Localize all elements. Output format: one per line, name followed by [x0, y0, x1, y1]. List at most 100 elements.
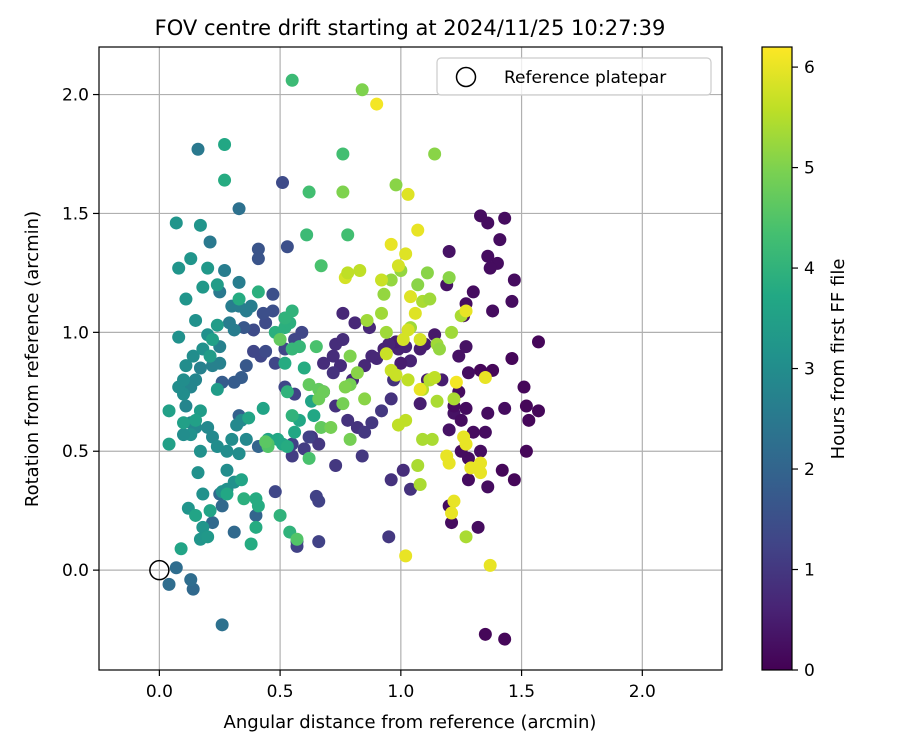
- data-point: [474, 456, 488, 470]
- data-point: [375, 273, 389, 287]
- data-point: [461, 473, 475, 487]
- legend-label: Reference platepar: [504, 68, 666, 88]
- data-point: [507, 273, 521, 287]
- data-point: [478, 371, 492, 385]
- data-point: [447, 392, 461, 406]
- colorbar-tick-label: 6: [804, 58, 815, 78]
- data-point: [300, 228, 314, 242]
- data-point: [360, 313, 374, 327]
- data-point: [251, 499, 265, 513]
- data-point: [401, 187, 415, 201]
- colorbar-label: Hours from first FF file: [828, 259, 849, 460]
- data-point: [474, 444, 488, 458]
- data-point: [341, 413, 355, 427]
- data-point: [375, 404, 389, 418]
- data-point: [498, 211, 512, 225]
- data-point: [203, 504, 217, 518]
- data-point: [179, 292, 193, 306]
- data-point: [384, 237, 398, 251]
- data-point: [481, 249, 495, 263]
- data-point: [239, 359, 253, 373]
- data-point: [413, 397, 427, 411]
- data-point: [404, 290, 417, 304]
- data-point: [193, 361, 207, 375]
- data-point: [162, 437, 176, 451]
- data-point: [247, 344, 261, 358]
- data-point: [445, 506, 459, 520]
- data-point: [423, 292, 437, 306]
- data-point: [483, 558, 497, 572]
- data-point: [396, 463, 410, 477]
- data-point: [454, 413, 468, 427]
- data-point: [445, 325, 459, 339]
- data-point: [389, 368, 403, 382]
- data-point: [365, 349, 379, 363]
- data-point: [177, 373, 191, 387]
- data-point: [350, 366, 364, 380]
- x-tick-label: 0.0: [146, 682, 173, 702]
- data-point: [413, 382, 427, 396]
- data-point: [285, 409, 299, 423]
- data-point: [336, 306, 350, 320]
- data-point: [384, 392, 398, 406]
- colorbar: 0 1 2 3 4 5 6 Hours from first FF file: [761, 46, 849, 681]
- data-point: [338, 380, 352, 394]
- plot-area: 0.0 0.5 1.0 1.5 2.0 0.0 0.5 1.0 1.5 2.0: [62, 46, 723, 702]
- data-point: [483, 261, 497, 275]
- data-point: [343, 349, 357, 363]
- data-point: [355, 449, 369, 463]
- y-axis-label: Rotation from reference (arcmin): [22, 211, 43, 507]
- data-point: [196, 280, 210, 294]
- data-point: [186, 349, 200, 363]
- x-tick-label: 0.5: [267, 682, 294, 702]
- data-point: [189, 313, 203, 327]
- data-point: [401, 373, 415, 387]
- data-point: [225, 432, 239, 446]
- data-point: [280, 385, 294, 399]
- data-point: [242, 411, 256, 425]
- data-point: [474, 209, 488, 223]
- data-point: [295, 325, 309, 339]
- data-point: [336, 397, 350, 411]
- data-point: [177, 416, 191, 430]
- data-point: [498, 401, 512, 415]
- data-point: [239, 432, 253, 446]
- data-point: [179, 359, 193, 373]
- data-point: [399, 549, 413, 563]
- data-point: [329, 459, 343, 473]
- data-point: [169, 561, 183, 575]
- data-point: [493, 233, 507, 247]
- data-point: [348, 316, 362, 330]
- data-point: [370, 97, 384, 111]
- x-tick-label: 2.0: [629, 682, 656, 702]
- colorbar-tick-label: 4: [804, 259, 815, 279]
- data-point: [408, 306, 422, 320]
- data-point: [428, 147, 442, 161]
- data-point: [312, 392, 326, 406]
- data-point: [379, 325, 393, 339]
- data-point: [394, 356, 408, 370]
- data-point: [203, 235, 217, 249]
- data-point: [169, 216, 183, 230]
- data-point: [268, 356, 282, 370]
- data-point: [442, 456, 456, 470]
- data-point: [391, 418, 405, 432]
- data-point: [297, 361, 311, 375]
- data-point: [215, 499, 229, 513]
- data-point: [399, 247, 413, 261]
- data-point: [172, 261, 186, 275]
- data-point: [215, 618, 229, 632]
- data-point: [278, 356, 292, 370]
- colorbar-tick-label: 0: [804, 661, 815, 681]
- data-point: [259, 435, 273, 449]
- data-point: [413, 478, 427, 492]
- data-point: [428, 371, 442, 385]
- x-tick-label: 1.5: [508, 682, 535, 702]
- data-point: [401, 323, 415, 337]
- data-point: [449, 375, 463, 389]
- data-point: [430, 394, 444, 408]
- colorbar-tick-label: 5: [804, 159, 815, 179]
- data-point: [280, 439, 294, 453]
- data-point: [314, 420, 328, 434]
